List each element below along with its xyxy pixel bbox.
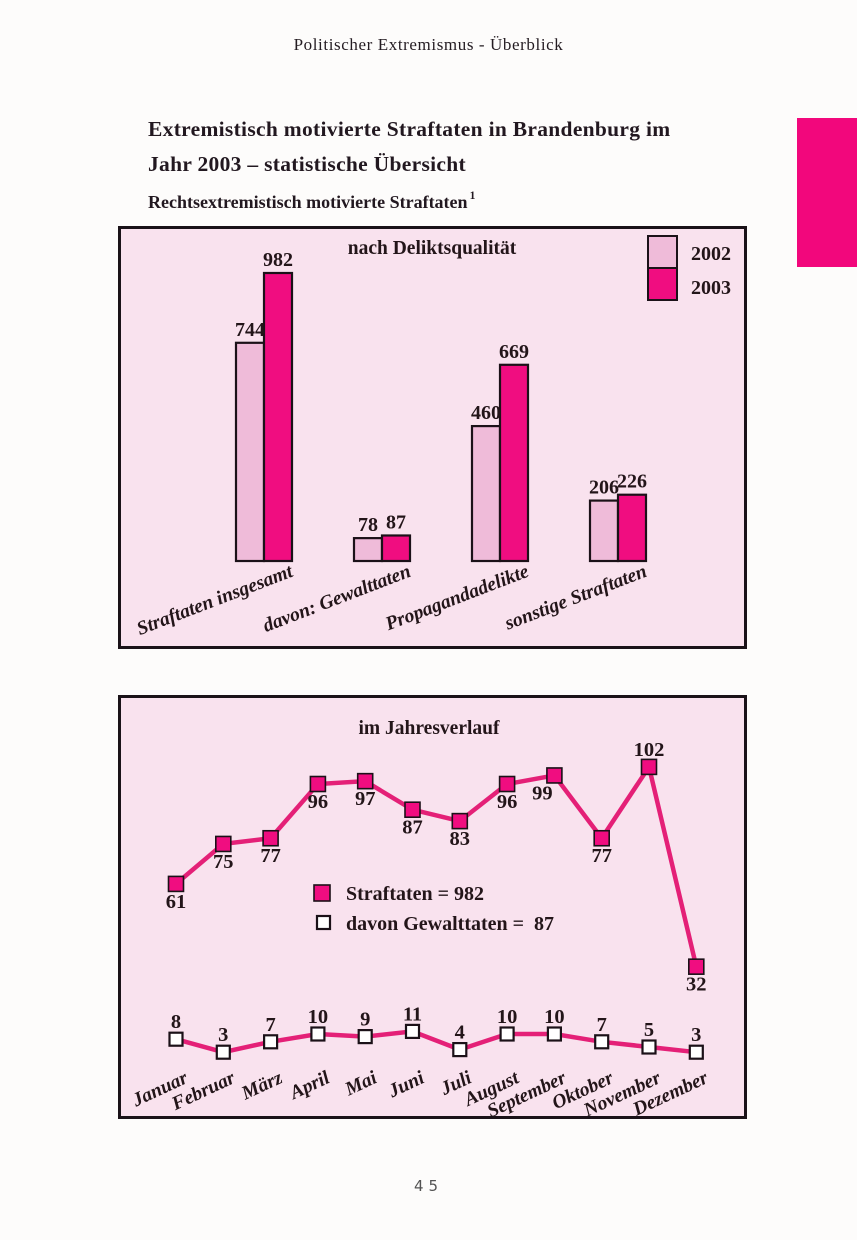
svg-text:10: 10 bbox=[497, 1006, 517, 1028]
svg-text:4: 4 bbox=[455, 1022, 465, 1044]
svg-text:78: 78 bbox=[358, 514, 378, 536]
svg-text:7: 7 bbox=[597, 1014, 607, 1036]
svg-text:102: 102 bbox=[634, 739, 665, 761]
svg-text:2003: 2003 bbox=[691, 277, 731, 299]
svg-text:96: 96 bbox=[308, 791, 329, 813]
svg-text:32: 32 bbox=[686, 974, 707, 996]
svg-text:460: 460 bbox=[471, 402, 501, 424]
svg-text:davon Gewalttaten = 87: davon Gewalttaten = 87 bbox=[346, 913, 554, 935]
svg-text:8: 8 bbox=[171, 1011, 181, 1033]
svg-text:87: 87 bbox=[402, 817, 423, 839]
svg-text:669: 669 bbox=[499, 341, 529, 363]
svg-text:im Jahresverlauf: im Jahresverlauf bbox=[359, 718, 501, 739]
svg-text:April: April bbox=[285, 1067, 334, 1105]
footnote-marker: 1 bbox=[469, 190, 476, 202]
svg-text:März: März bbox=[238, 1067, 286, 1104]
svg-text:77: 77 bbox=[260, 845, 281, 867]
svg-text:61: 61 bbox=[166, 891, 187, 913]
svg-text:2002: 2002 bbox=[691, 243, 731, 265]
section-subtitle: Rechtsextremistisch motivierte Straftate… bbox=[148, 190, 476, 213]
page-header: Politischer Extremismus - Überblick bbox=[293, 35, 564, 54]
page-title: Extremistisch motivierte Straftaten in B… bbox=[148, 112, 768, 182]
bar-chart-panel: nach Deliktsqualität 744 982 Straftaten ins… bbox=[118, 226, 747, 649]
svg-text:744: 744 bbox=[235, 319, 265, 341]
svg-text:9: 9 bbox=[360, 1009, 370, 1031]
svg-text:Mai: Mai bbox=[341, 1067, 381, 1100]
svg-text:3: 3 bbox=[218, 1024, 228, 1046]
svg-text:96: 96 bbox=[497, 791, 517, 813]
svg-text:7: 7 bbox=[265, 1014, 275, 1036]
svg-text:99: 99 bbox=[532, 782, 553, 804]
svg-text:5: 5 bbox=[644, 1019, 654, 1041]
svg-text:226: 226 bbox=[617, 471, 647, 493]
section-thumb-tab bbox=[797, 118, 857, 267]
svg-text:982: 982 bbox=[263, 249, 293, 271]
svg-text:3: 3 bbox=[691, 1024, 701, 1046]
page-title-line1: Extremistisch motivierte Straftaten in B… bbox=[148, 117, 671, 141]
svg-text:Straftaten = 982: Straftaten = 982 bbox=[346, 883, 484, 905]
page-number: 45 bbox=[413, 1177, 444, 1195]
svg-text:10: 10 bbox=[544, 1006, 565, 1028]
svg-text:11: 11 bbox=[403, 1003, 422, 1025]
svg-text:10: 10 bbox=[308, 1006, 329, 1028]
svg-text:97: 97 bbox=[355, 788, 376, 810]
svg-text:nach Deliktsqualität: nach Deliktsqualität bbox=[348, 238, 517, 259]
svg-text:77: 77 bbox=[591, 845, 612, 867]
svg-text:206: 206 bbox=[589, 477, 619, 499]
page-title-line2: Jahr 2003 – statistische Übersicht bbox=[148, 152, 466, 176]
svg-text:75: 75 bbox=[213, 851, 234, 873]
subtitle-text: Rechtsextremistisch motivierte Straftate… bbox=[148, 192, 468, 212]
svg-text:83: 83 bbox=[450, 828, 471, 850]
svg-text:Juni: Juni bbox=[384, 1067, 428, 1102]
line-chart-panel: im Jahresverlauf 61 75 77 96 97 87 83 96 99 77 102 3… bbox=[118, 695, 747, 1119]
svg-text:87: 87 bbox=[386, 511, 406, 533]
